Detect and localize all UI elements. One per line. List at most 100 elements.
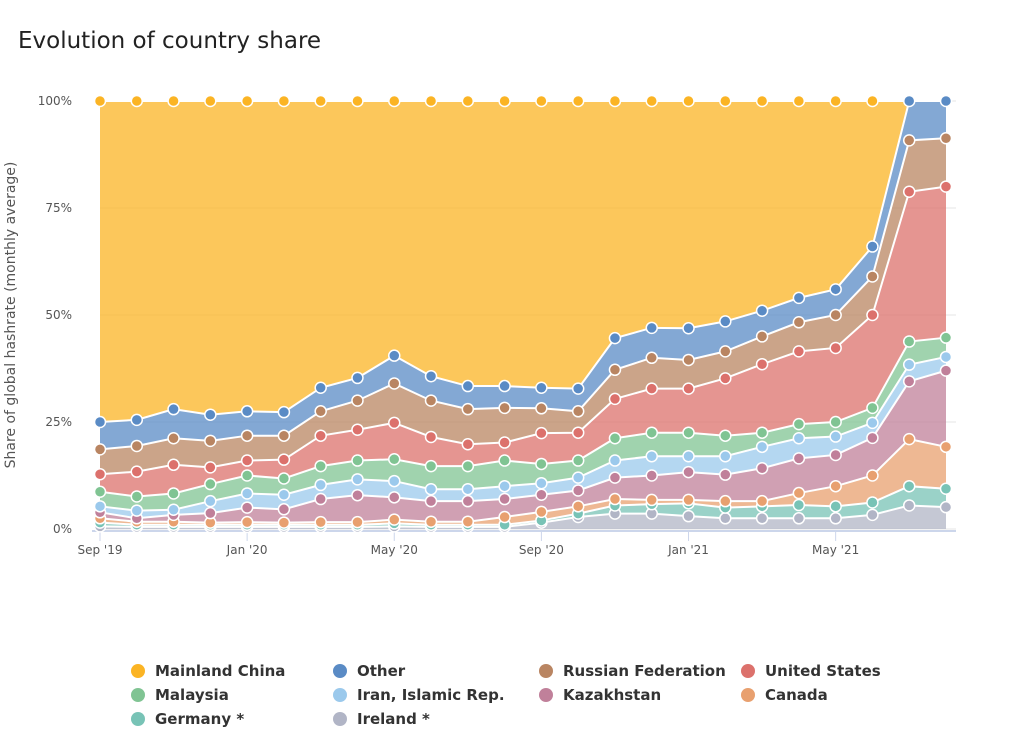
data-point [939, 180, 953, 193]
legend-item[interactable]: Canada [765, 686, 828, 704]
area-iran-islamic-rep- [100, 356, 946, 519]
data-point [388, 474, 401, 488]
data-point [902, 432, 916, 446]
legend-item[interactable]: Germany * [155, 710, 244, 728]
legend-item[interactable]: Ireland * [357, 710, 430, 728]
data-point [829, 430, 842, 443]
area-ireland- [100, 505, 946, 529]
data-point [204, 494, 217, 508]
data-point [902, 94, 916, 108]
data-point [498, 379, 511, 393]
data-point [314, 459, 327, 473]
data-point [167, 458, 180, 472]
data-point [424, 369, 438, 383]
data-point [461, 379, 475, 393]
data-point [498, 492, 511, 506]
data-point [571, 484, 585, 497]
x-tick-label: Sep '20 [519, 543, 564, 557]
legend-marker [539, 664, 553, 678]
data-point [314, 381, 327, 395]
area-united-states [100, 186, 946, 497]
data-point [902, 358, 916, 371]
legend-item[interactable]: Mainland China [155, 662, 285, 680]
data-point [792, 291, 806, 305]
area-mainland-china [100, 101, 946, 422]
data-point [277, 429, 291, 442]
data-point [314, 94, 327, 108]
data-point [829, 94, 842, 108]
chart-title: Evolution of country share [18, 28, 322, 54]
data-point [424, 94, 438, 108]
data-point [571, 471, 585, 484]
data-point [829, 448, 842, 462]
data-point [939, 350, 953, 364]
legend-item[interactable]: United States [765, 662, 881, 680]
data-point [388, 94, 401, 108]
data-point [902, 134, 916, 147]
data-point [792, 417, 806, 431]
data-point [682, 94, 695, 108]
data-point [535, 402, 548, 415]
data-point [755, 94, 769, 108]
legend-item[interactable]: Malaysia [155, 686, 229, 704]
data-point [535, 426, 548, 440]
data-point [535, 488, 548, 502]
x-tick-label: May '20 [371, 543, 418, 557]
y-tick-label: 75% [45, 201, 72, 215]
area-russian-federation [100, 138, 946, 475]
data-point [277, 472, 291, 485]
area-canada [100, 439, 946, 525]
legend-marker [539, 688, 553, 702]
data-point [939, 364, 953, 377]
data-point [388, 513, 401, 526]
data-point [424, 494, 438, 508]
data-point [461, 94, 475, 108]
data-point [93, 94, 107, 108]
data-point [829, 415, 842, 429]
data-point [608, 432, 622, 445]
data-point [130, 413, 144, 427]
data-point [755, 426, 769, 439]
data-point [608, 363, 622, 377]
legend-marker [131, 712, 145, 726]
data-point [93, 500, 107, 513]
data-point [719, 372, 732, 385]
data-point [424, 394, 438, 407]
data-point [755, 461, 769, 475]
legend-item[interactable]: Kazakhstan [563, 686, 661, 704]
legend-marker [333, 712, 347, 726]
data-point [682, 509, 695, 523]
data-point [608, 454, 622, 467]
data-point [939, 482, 953, 496]
data-point [277, 94, 291, 108]
data-point [866, 496, 879, 509]
y-tick-label: 50% [45, 308, 72, 322]
data-point [645, 321, 658, 335]
legend-item[interactable]: Other [357, 662, 406, 680]
legend-item[interactable]: Iran, Islamic Rep. [357, 686, 505, 704]
data-point [792, 316, 806, 329]
data-point [902, 185, 916, 198]
data-point [682, 449, 695, 463]
data-point [792, 498, 806, 512]
data-point [498, 94, 511, 108]
data-point [939, 331, 953, 344]
data-point [240, 487, 254, 500]
data-point [240, 469, 254, 482]
data-point [498, 479, 511, 493]
data-point [608, 492, 622, 506]
data-point [388, 452, 401, 466]
data-point [535, 505, 548, 519]
data-point [755, 440, 769, 454]
data-point [388, 416, 401, 430]
data-point [240, 405, 254, 418]
y-tick-label: 100% [38, 94, 72, 108]
data-point [461, 438, 475, 451]
data-point [351, 423, 364, 436]
data-point [351, 473, 364, 486]
data-point [535, 457, 548, 471]
legend-item[interactable]: Russian Federation [563, 662, 726, 680]
data-point [719, 429, 732, 442]
data-point [167, 487, 180, 500]
